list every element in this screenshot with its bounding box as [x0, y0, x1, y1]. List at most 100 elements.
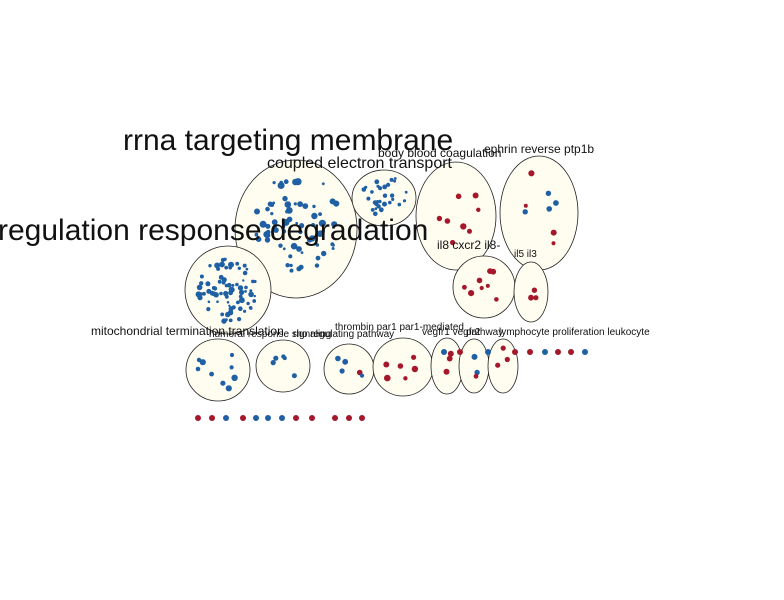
gene-set-node — [504, 356, 510, 363]
label-il5-il3: il5 il3 — [514, 249, 537, 260]
singleton-node — [441, 349, 447, 355]
gene-set-node — [282, 229, 287, 234]
gene-set-node — [282, 247, 286, 251]
gene-set-node — [444, 218, 451, 224]
singleton-node — [542, 349, 548, 355]
gene-set-node — [273, 224, 277, 229]
gene-set-node — [311, 223, 316, 227]
gene-set-node — [239, 297, 245, 304]
gene-set-node — [254, 232, 259, 237]
gene-set-node — [523, 203, 528, 208]
gene-set-node — [290, 242, 298, 250]
gene-set-node — [229, 365, 234, 370]
gene-set-node — [277, 182, 285, 189]
label-lymphocyte-proliferation-leukocyte: lymphocyte proliferation leukocyte — [499, 327, 650, 338]
gene-set-node — [553, 200, 559, 206]
gene-set-node — [315, 243, 320, 247]
cluster-regulation-response — [184, 245, 272, 335]
gene-set-node — [245, 267, 249, 271]
gene-set-node — [370, 190, 374, 194]
gene-set-node — [206, 307, 211, 312]
gene-set-node — [291, 373, 297, 379]
gene-set-node — [378, 199, 382, 204]
cluster-lymphocyte-proliferation — [487, 338, 519, 394]
gene-set-node — [284, 201, 292, 208]
gene-set-node — [450, 239, 456, 246]
gene-set-node — [282, 218, 290, 226]
gene-set-node — [361, 187, 367, 192]
gene-set-node — [388, 200, 392, 205]
gene-set-node — [236, 300, 240, 305]
gene-set-node — [231, 305, 236, 310]
gene-set-node — [476, 277, 483, 284]
gene-set-node — [195, 366, 201, 372]
label-vegfr1-vegfr2: vegfr1 vegfr2 — [422, 327, 481, 338]
gene-set-node — [272, 181, 276, 185]
gene-set-node — [289, 268, 294, 273]
gene-set-node — [282, 195, 288, 202]
gene-set-node — [318, 212, 322, 217]
gene-set-node — [199, 359, 206, 366]
cluster-humoral-response — [255, 339, 311, 393]
gene-set-node — [331, 243, 335, 247]
gene-set-node — [237, 266, 241, 270]
gene-set-node — [382, 184, 388, 190]
gene-set-node — [238, 306, 243, 312]
gene-set-node — [316, 230, 324, 237]
gene-set-node — [403, 376, 408, 381]
gene-set-node — [222, 320, 225, 323]
gene-set-node — [225, 311, 231, 318]
cluster-ephrin-reverse-ptp1b — [499, 155, 579, 271]
gene-set-node — [242, 263, 247, 268]
gene-set-node — [252, 299, 257, 303]
singleton-node — [253, 415, 259, 421]
singleton-node — [555, 349, 561, 355]
gene-set-node — [471, 353, 478, 360]
gene-set-node — [443, 368, 450, 375]
gene-set-node — [224, 265, 229, 270]
gene-set-node — [528, 170, 535, 177]
gene-set-node — [278, 243, 283, 248]
gene-set-node — [314, 263, 320, 268]
gene-set-node — [295, 221, 299, 225]
gene-set-node — [342, 358, 349, 365]
gene-set-node — [495, 362, 501, 368]
gene-set-node — [253, 294, 256, 298]
gene-set-node — [411, 354, 417, 360]
singleton-node — [346, 415, 352, 421]
gene-set-node — [474, 369, 480, 376]
gene-set-node — [218, 274, 224, 280]
gene-set-node — [374, 207, 378, 211]
gene-set-node — [225, 385, 232, 392]
label-humoral-response-signaling: humoral response signaling — [209, 329, 331, 340]
gene-set-node — [289, 263, 293, 268]
gene-set-node — [279, 180, 284, 185]
gene-set-node — [382, 201, 387, 207]
label-coupled-electron-transport: coupled electron transport — [267, 155, 453, 172]
gene-set-node — [199, 292, 203, 296]
gene-set-node — [273, 355, 279, 361]
gene-set-node — [272, 201, 276, 205]
gene-set-node — [389, 177, 394, 182]
gene-set-node — [267, 201, 273, 207]
gene-set-node — [487, 268, 493, 274]
gene-set-node — [397, 202, 402, 207]
gene-set-node — [224, 283, 229, 288]
label-pathway: pathway — [466, 327, 503, 338]
gene-set-node — [249, 289, 253, 293]
gene-set-node — [397, 363, 404, 369]
singleton-node — [332, 415, 338, 421]
singleton-node — [309, 415, 315, 421]
gene-set-node — [378, 186, 383, 191]
gene-set-node — [302, 203, 309, 210]
gene-set-node — [199, 274, 204, 279]
cluster-coupled-electron-transport — [234, 159, 358, 299]
gene-set-node — [226, 301, 230, 304]
gene-set-node — [253, 279, 257, 284]
gene-set-node — [283, 179, 289, 185]
gene-set-node — [522, 209, 528, 215]
gene-set-node — [370, 208, 375, 212]
gene-set-node — [237, 285, 244, 291]
gene-set-node — [213, 286, 218, 291]
gene-set-node — [270, 360, 276, 366]
